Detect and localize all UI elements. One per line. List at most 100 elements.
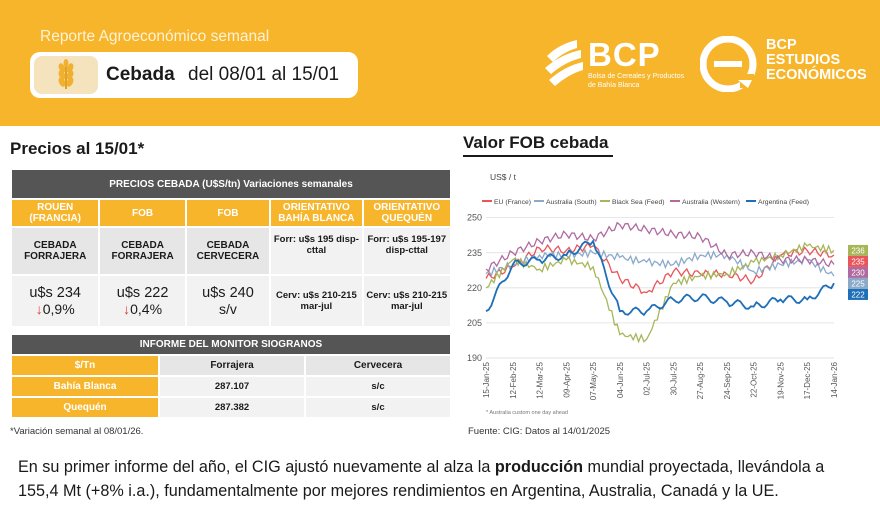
x-tick-label: 30-Jul-25 — [669, 361, 678, 395]
end-value-label: 235 — [851, 257, 865, 266]
x-tick-label: 24-Sep-25 — [723, 361, 732, 399]
logo-ee-line: BCP — [766, 37, 797, 53]
paragraph-bold: producción — [494, 458, 584, 476]
product-cell: CEBADA FORRAJERA — [12, 228, 99, 274]
price-value: u$s 240 — [202, 285, 254, 301]
economic-studies-logo-icon — [700, 36, 757, 92]
orientative-forr: Forr: u$s 195 disp-cttal — [271, 228, 362, 274]
change-text: 0,4% — [130, 301, 163, 317]
price-cell: u$s 240 s/v — [186, 276, 270, 326]
end-value-badge — [848, 255, 868, 267]
end-value-badge — [848, 288, 868, 300]
table-row: Bahía Blanca 287.107 s/c — [12, 377, 450, 396]
period-label: del 08/01 al 15/01 — [188, 64, 340, 85]
orientative-cerv: Cerv: u$s 210-215 mar-jul — [271, 276, 362, 326]
paragraph-text: mundial proyectada, llevándola a 155,4 M… — [18, 458, 825, 500]
chart-title: Valor FOB cebada — [463, 133, 609, 152]
chart-title-underline — [463, 155, 613, 157]
column-header: FOB — [100, 200, 185, 226]
paragraph-text: En su primer informe del año, el CIG aju… — [18, 458, 495, 476]
price-cell: u$s 222 ↓0,4% — [100, 276, 185, 326]
end-value-badge — [848, 277, 868, 289]
chart-source: Fuente: CIG: Datos al 14/01/2025 — [468, 426, 611, 437]
end-value-label: 225 — [851, 279, 865, 288]
bcp-logo-subtitle: Bolsa de Cereales y Productos de Bahía B… — [588, 73, 685, 89]
x-tick-label: 14-Jan-26 — [830, 361, 839, 398]
x-tick-label: 04-Jun-25 — [616, 361, 625, 398]
end-value-label: 236 — [851, 246, 865, 255]
product-pill: Cebada del 08/01 al 15/01 — [30, 52, 358, 98]
end-value-label: 230 — [851, 268, 865, 277]
y-tick-label: 250 — [467, 213, 482, 223]
monitor-forrajera: 287.107 — [160, 377, 304, 396]
series-line — [485, 241, 835, 344]
legend-entry: Black Sea (Feed) — [612, 199, 665, 206]
y-tick-label: 235 — [467, 248, 482, 258]
series-line — [485, 221, 835, 273]
series-line — [485, 248, 835, 277]
legend-entry: Australia (South) — [546, 199, 597, 206]
y-tick-label: 220 — [467, 283, 482, 293]
product-cell: CEBADA CERVECERA — [186, 228, 270, 274]
down-arrow-icon: ↓ — [123, 301, 131, 317]
monitor-table: INFORME DEL MONITOR SIOGRANOS $/Tn Forra… — [10, 333, 452, 419]
monitor-forrajera: 287.382 — [160, 398, 304, 417]
legend-entry: Australia (Western) — [682, 199, 740, 206]
y-tick-label: 190 — [467, 353, 482, 363]
chart-note: * Australia custom one day ahead — [486, 410, 568, 416]
x-tick-label: 27-Aug-25 — [696, 361, 705, 399]
x-tick-label: 22-Oct-25 — [750, 361, 759, 397]
price-change: ↓0,9% — [12, 301, 98, 317]
legend-entry: Argentina (Feed) — [758, 199, 809, 206]
end-value-label: 222 — [851, 290, 865, 299]
monitor-cervecera: s/c — [306, 398, 450, 417]
prices-footnote: *Variación semanal al 08/01/26. — [10, 426, 144, 437]
end-value-badge — [848, 244, 868, 256]
monitor-header: Cervecera — [306, 356, 450, 375]
monitor-row-label: Bahía Blanca — [12, 377, 158, 396]
monitor-title: INFORME DEL MONITOR SIOGRANOS — [12, 335, 450, 354]
table-row: Quequén 287.382 s/c — [12, 398, 450, 417]
legend-entry: EU (France) — [494, 199, 531, 206]
summary-paragraph: En su primer informe del año, el CIG aju… — [18, 455, 868, 503]
logo-ee-line: ESTUDIOS — [766, 52, 841, 68]
report-label: Reporte Agroeconómico semanal — [40, 28, 270, 45]
down-arrow-icon: ↓ — [35, 301, 43, 317]
orientative-cerv: Cerv: u$s 210-215 mar-jul — [363, 276, 450, 326]
x-tick-label: 12-Mar-25 — [536, 361, 545, 398]
x-tick-label: 07-May-25 — [589, 361, 598, 400]
wheat-icon — [34, 56, 98, 94]
prices-table-title: PRECIOS CEBADA (U$S/tn) Variaciones sema… — [12, 170, 450, 198]
orientative-forr: Forr: u$s 195-197 disp-cttal — [363, 228, 450, 274]
product-title: Cebada — [106, 64, 175, 85]
price-value: u$s 222 — [116, 285, 169, 301]
column-header: ROUEN (FRANCIA) — [12, 200, 99, 226]
change-text: 0,9% — [42, 301, 75, 317]
x-tick-label: 15-Jan-25 — [482, 361, 491, 398]
economic-studies-logo-text: BCP ESTUDIOS ECONÓMICOS — [766, 38, 867, 83]
bcp-logo-text: BCP — [588, 36, 661, 73]
y-tick-label: 205 — [467, 318, 482, 328]
header-banner: Reporte Agroeconómico semanal Cebada del… — [0, 0, 880, 126]
monitor-cervecera: s/c — [306, 377, 450, 396]
end-value-badge — [848, 266, 868, 278]
monitor-header: Forrajera — [160, 356, 304, 375]
price-cell: u$s 234 ↓0,9% — [12, 276, 99, 326]
bcp-logo-icon — [545, 40, 583, 86]
price-value: u$s 234 — [29, 285, 81, 301]
column-header: FOB — [186, 200, 270, 226]
series-line — [485, 239, 835, 317]
price-change: s/v — [187, 301, 269, 317]
fob-chart: US$ / t 190 205 220 235 250 15-Jan-25 12-Feb-25… — [462, 166, 872, 420]
prices-title: Precios al 15/01* — [10, 139, 145, 158]
column-header: ORIENTATIVO BAHÍA BLANCA — [271, 200, 362, 226]
monitor-header: $/Tn — [12, 356, 158, 375]
change-text: s/v — [219, 301, 237, 317]
prices-table: PRECIOS CEBADA (U$S/tn) Variaciones sema… — [10, 168, 452, 328]
column-header: ORIENTATIVO QUEQUÉN — [363, 200, 450, 226]
y-axis-label: US$ / t — [490, 172, 517, 182]
x-tick-label: 17-Dec-25 — [803, 361, 812, 399]
x-tick-label: 02-Jul-25 — [643, 361, 652, 395]
x-tick-label: 09-Apr-25 — [562, 361, 571, 397]
x-tick-label: 12-Feb-25 — [509, 361, 518, 398]
